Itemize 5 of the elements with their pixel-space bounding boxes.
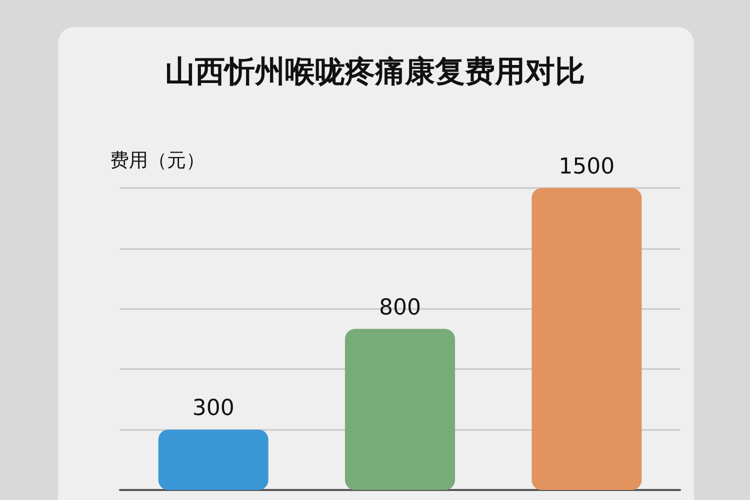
chart-title: 山西忻州喉咙疼痛康复费用对比 xyxy=(165,54,585,90)
data-label: 300 xyxy=(192,396,234,422)
y-axis-title: 费用（元） xyxy=(110,150,205,172)
data-label: 1500 xyxy=(558,154,615,180)
data-label: 800 xyxy=(379,295,421,320)
